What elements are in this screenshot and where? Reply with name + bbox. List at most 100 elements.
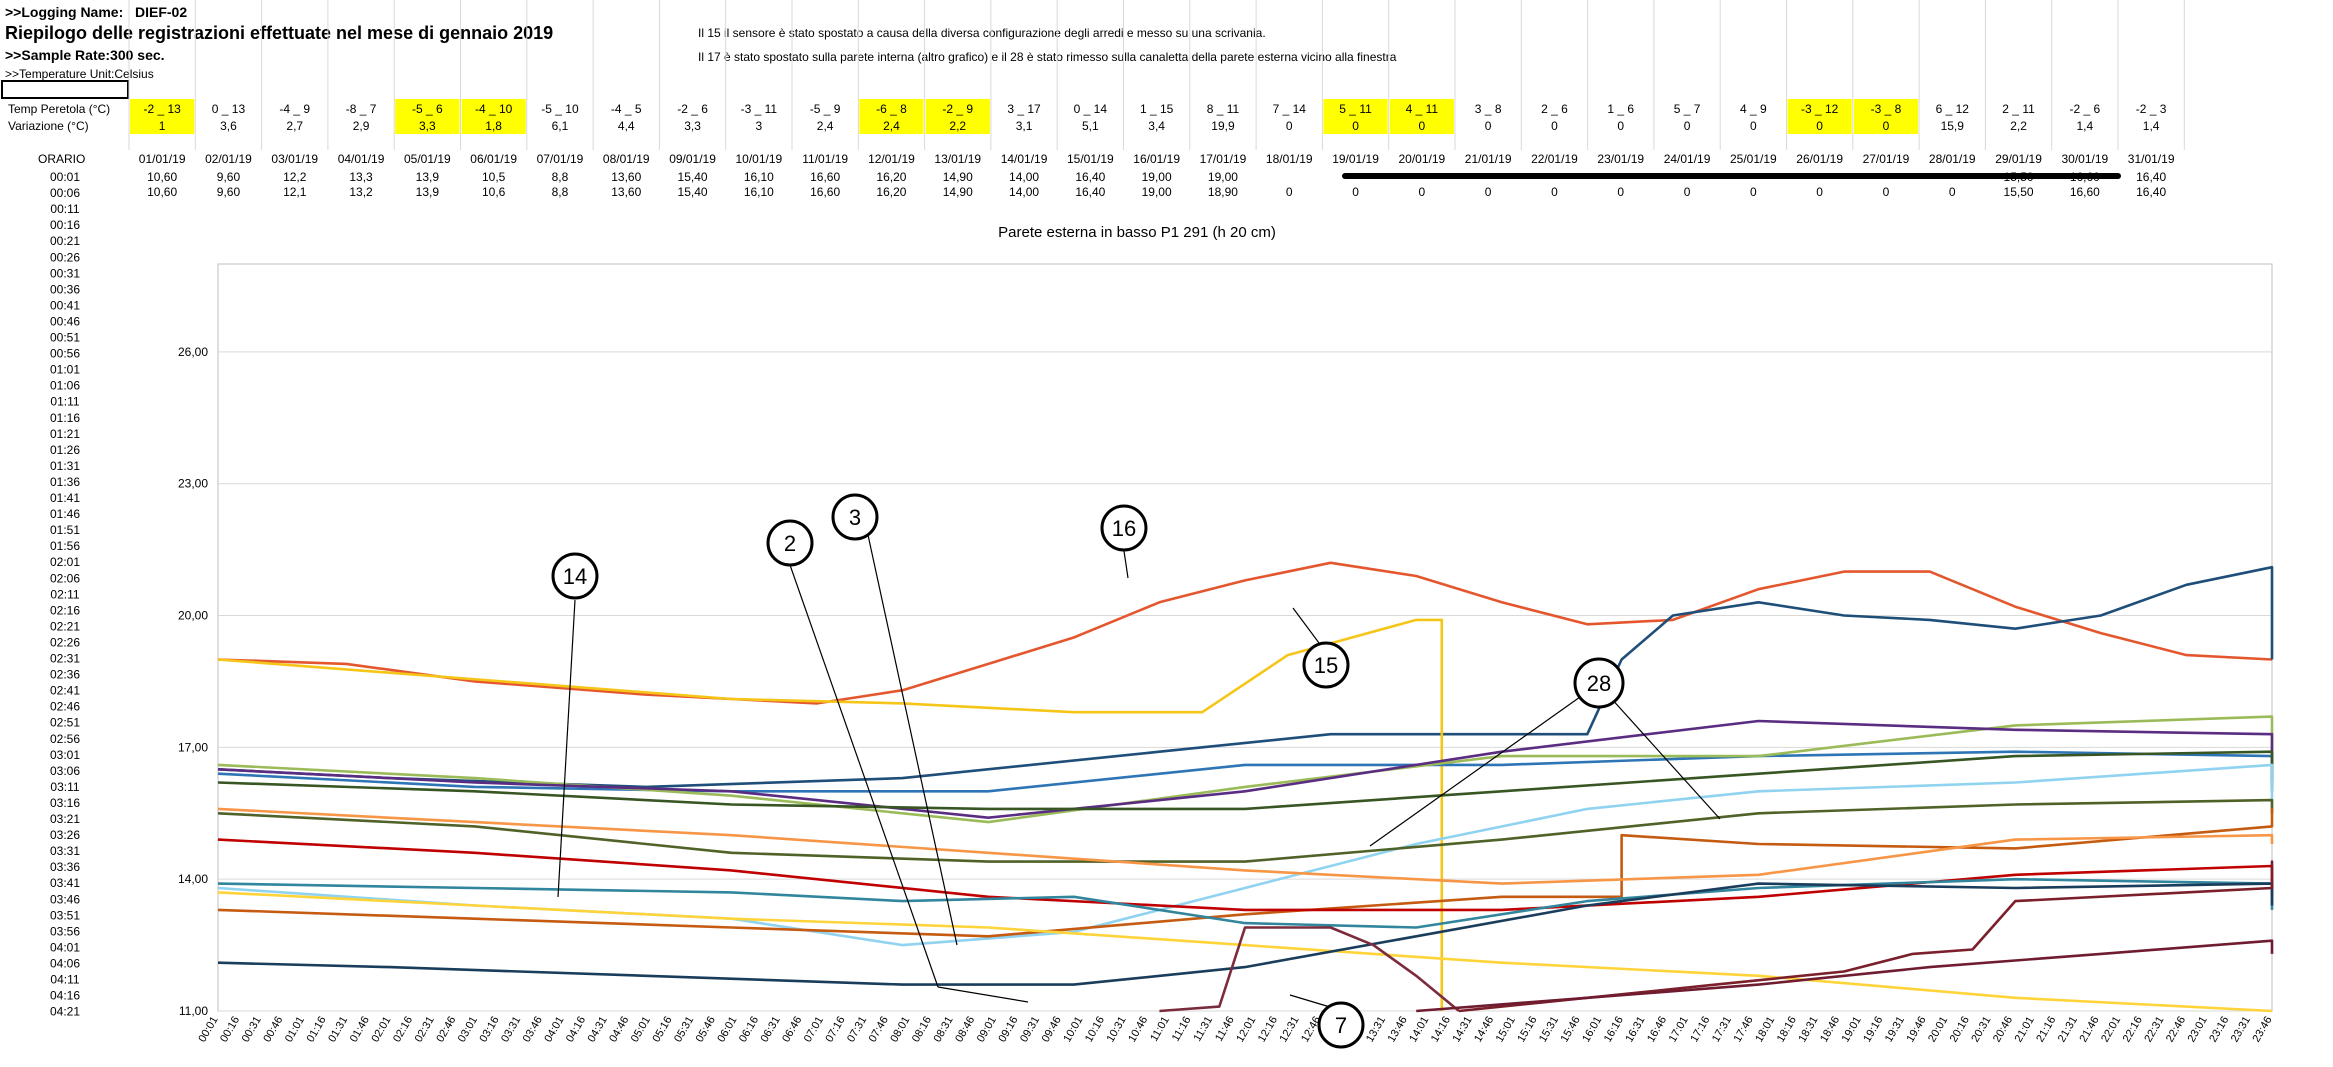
callout-15-leader — [1292, 607, 1323, 648]
time-row-label: 00:56 — [50, 347, 80, 361]
time-row-label: 02:31 — [50, 652, 80, 666]
date-header: 17/01/19 — [1200, 152, 1247, 166]
series-line-14 — [217, 891, 2273, 1013]
time-row-label: 02:26 — [50, 635, 80, 649]
variazione-cell: 0 — [1419, 119, 1426, 133]
series-line-16 — [1159, 926, 1460, 1013]
cell-0001: 10,5 — [482, 170, 506, 184]
time-row-label: 03:51 — [50, 908, 80, 922]
time-row-label: 00:41 — [50, 298, 80, 312]
temp-peretola-cell: -4 _ 10 — [475, 102, 513, 116]
cell-0001: 16,60 — [810, 170, 840, 184]
date-header: 26/01/19 — [1796, 152, 1843, 166]
highlight-cell — [1323, 99, 1388, 134]
cell-0001: 14,90 — [943, 170, 973, 184]
temp-peretola-cell: -4 _ 5 — [611, 102, 642, 116]
variazione-cell: 0 — [1617, 119, 1624, 133]
cell-0006: 0 — [1816, 185, 1823, 199]
variazione-cell: 2,2 — [2010, 119, 2027, 133]
cell-0001: 14,00 — [1009, 170, 1039, 184]
cell-0001: 19,00 — [1208, 170, 1238, 184]
cell-0001: 16,40 — [1075, 170, 1105, 184]
temp-peretola-cell: -2 _ 9 — [942, 102, 973, 116]
cell-0006: 8,8 — [552, 185, 569, 199]
variazione-cell: 3,4 — [1148, 119, 1165, 133]
variazione-cell: 0 — [1684, 119, 1691, 133]
temp-peretola-cell: -5 _ 6 — [412, 102, 443, 116]
callout-28-label: 28 — [1587, 671, 1611, 696]
series-line-11 — [217, 807, 2274, 885]
time-row-label: 02:01 — [50, 555, 80, 569]
variazione-cell: 3,6 — [220, 119, 237, 133]
temp-peretola-cell: 3 _ 8 — [1475, 102, 1502, 116]
time-row-label: 00:36 — [50, 282, 80, 296]
callout-2-leader — [789, 564, 939, 988]
temp-peretola-cell: -3 _ 11 — [741, 102, 778, 116]
date-header: 30/01/19 — [2061, 152, 2108, 166]
time-column: 00:01 00:06 00:11 00:16 00:21 00:26 00:31 00:36… — [50, 170, 80, 1019]
date-header: 09/01/19 — [669, 152, 716, 166]
time-row-label: 03:06 — [50, 764, 80, 778]
cell-0006: 14,90 — [943, 185, 973, 199]
temp-peretola-cell: 5 _ 7 — [1674, 102, 1701, 116]
selected-cell[interactable] — [1, 80, 129, 99]
time-row-label: 00:01 — [50, 170, 80, 184]
variazione-cell: 1,8 — [485, 119, 502, 133]
sample-rate: >>Sample Rate:300 sec. — [5, 47, 165, 63]
date-header: 08/01/19 — [603, 152, 650, 166]
plot-area — [217, 263, 2273, 1012]
temperature-unit: >>Temperature Unit:Celsius — [5, 67, 154, 81]
temp-peretola-cell: -2 _ 6 — [2070, 102, 2101, 116]
date-header: 02/01/19 — [205, 152, 252, 166]
cell-0006: 9,60 — [217, 185, 241, 199]
cell-0006: 14,00 — [1009, 185, 1039, 199]
time-row-label: 01:31 — [50, 459, 80, 473]
time-row-label: 02:41 — [50, 684, 80, 698]
date-header: 28/01/19 — [1929, 152, 1976, 166]
time-row-label: 01:16 — [50, 411, 80, 425]
temp-peretola-cell: -3 _ 8 — [1871, 102, 1902, 116]
temp-peretola-label: Temp Peretola (°C) — [8, 102, 110, 116]
time-row-label: 04:06 — [50, 956, 80, 970]
variazione-cell: 0 — [1883, 119, 1890, 133]
highlight-cell — [859, 99, 924, 134]
cell-0006: 16,10 — [744, 185, 774, 199]
cell-0001: 16,40 — [2136, 170, 2166, 184]
time-row-label: 02:51 — [50, 716, 80, 730]
variazione-cell: 4,4 — [618, 119, 635, 133]
series-line-17 — [1458, 860, 2274, 1013]
highlight-cell — [925, 99, 990, 134]
variazione-cell: 3 — [756, 119, 763, 133]
y-tick-label: 14,00 — [178, 872, 208, 886]
time-row-label: 00:26 — [50, 250, 80, 264]
date-header: 05/01/19 — [404, 152, 451, 166]
cell-0006: 16,60 — [2070, 185, 2100, 199]
highlight-cell — [1853, 99, 1919, 134]
variazione-cell: 2,4 — [817, 119, 834, 133]
callout-16-leader — [1123, 550, 1129, 579]
note-sensor-17-28: Il 17 è stato spostato sulla parete inte… — [698, 50, 1397, 64]
cell-0006: 13,9 — [416, 185, 440, 199]
variazione-cell: 3,3 — [419, 119, 436, 133]
cell-0006: 13,2 — [349, 185, 373, 199]
time-row-label: 02:21 — [50, 619, 80, 633]
temp-peretola-cell: -6 _ 8 — [876, 102, 907, 116]
callout-3-circle — [831, 493, 879, 541]
series-line-2 — [217, 565, 2274, 789]
callout-7-circle — [1317, 1001, 1365, 1049]
callout-14-label: 14 — [563, 564, 587, 589]
cell-0001: 10,60 — [147, 170, 177, 184]
cell-0006: 10,6 — [482, 185, 506, 199]
callout-28-circle — [1573, 657, 1625, 709]
temp-peretola-cell: -2 _ 3 — [2136, 102, 2167, 116]
time-row-label: 00:51 — [50, 331, 80, 345]
time-row-label: 02:56 — [50, 732, 80, 746]
date-header: 16/01/19 — [1133, 152, 1180, 166]
time-row-label: 03:56 — [50, 924, 80, 938]
temp-peretola-cell: -3 _ 12 — [1801, 102, 1839, 116]
date-header: 15/01/19 — [1067, 152, 1114, 166]
series-line-10 — [217, 807, 2274, 938]
variazione-cell: 19,9 — [1211, 119, 1235, 133]
time-row-label: 02:06 — [50, 571, 80, 585]
cell-0006: 0 — [1949, 185, 1956, 199]
